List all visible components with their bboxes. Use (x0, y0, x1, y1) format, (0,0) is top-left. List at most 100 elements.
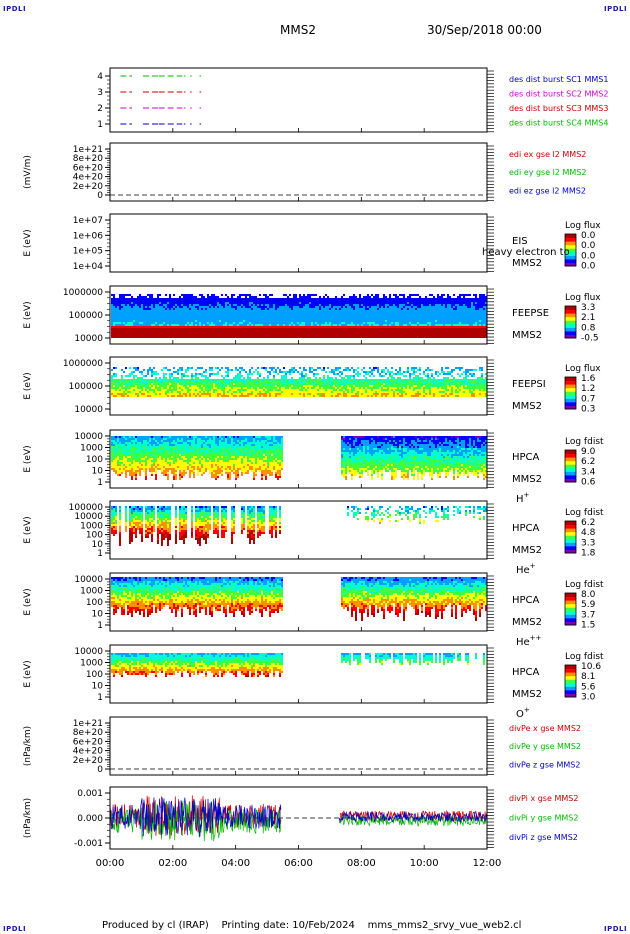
heat-cell (135, 302, 137, 304)
heat-cell (437, 308, 439, 310)
heat-cell (285, 324, 287, 326)
heat-cell (137, 381, 139, 383)
heat-cell (485, 336, 487, 338)
heat-cell (137, 336, 139, 338)
heat-cell (309, 334, 311, 336)
heat-cell (229, 300, 231, 302)
heat-cell (183, 334, 185, 336)
heat-cell (183, 294, 185, 296)
heat-cell (413, 316, 415, 318)
heat-cell (243, 324, 245, 326)
heat-cell (123, 387, 125, 389)
heat-cell (477, 308, 479, 310)
heat-cell (353, 312, 355, 314)
heat-cell (391, 300, 393, 302)
heat-cell (369, 302, 371, 304)
heat-cell (149, 393, 151, 395)
heat-cell (331, 312, 333, 314)
heat-cell (421, 302, 423, 304)
heat-cell (149, 334, 151, 336)
heat-cell (339, 300, 341, 302)
heat-cell (291, 330, 293, 332)
heat-cell (185, 310, 187, 312)
heat-cell (467, 324, 469, 326)
heat-cell (453, 314, 455, 316)
heat-cell (265, 320, 267, 322)
heat-cell (205, 316, 207, 318)
heat-cell (227, 326, 229, 328)
heat-cell (485, 300, 487, 302)
heat-cell (421, 298, 423, 300)
heat-cell (387, 330, 389, 332)
heat-cell (147, 294, 149, 296)
heat-cell (379, 324, 381, 326)
heat-cell (145, 330, 147, 332)
heat-cell (369, 320, 371, 322)
heat-cell (151, 387, 153, 389)
heat-cell (261, 326, 263, 328)
heat-cell (339, 336, 341, 338)
heat-cell (215, 318, 217, 320)
heat-cell (281, 328, 283, 330)
heat-cell (389, 336, 391, 338)
heat-cell (111, 300, 113, 302)
heat-cell (429, 334, 431, 336)
instrument-label: EIS (512, 236, 528, 247)
spacecraft-title: MMS2 (280, 23, 316, 37)
heat-cell (405, 324, 407, 326)
heat-cell (167, 298, 169, 300)
heat-cell (427, 324, 429, 326)
heat-cell (191, 332, 193, 334)
heat-cell (461, 314, 463, 316)
heat-cell (287, 320, 289, 322)
heat-cell (321, 300, 323, 302)
heat-cell (151, 306, 153, 308)
heat-cell (417, 318, 419, 320)
heat-cell (169, 296, 171, 298)
heat-cell (483, 294, 485, 296)
heat-cell (229, 391, 231, 393)
heat-cell (443, 328, 445, 330)
heat-cell (191, 324, 193, 326)
heat-cell (287, 332, 289, 334)
heat-cell (377, 326, 379, 328)
heat-cell (253, 308, 255, 310)
heat-cell (111, 385, 113, 387)
heat-cell (469, 310, 471, 312)
heat-cell (325, 322, 327, 324)
heat-cell (341, 318, 343, 320)
colorbar-tick-label: -0.5 (581, 333, 599, 343)
heat-cell (421, 326, 423, 328)
heat-cell (283, 316, 285, 318)
heat-cell (293, 308, 295, 310)
heat-cell (289, 310, 291, 312)
heat-cell (149, 306, 151, 308)
heat-cell (425, 320, 427, 322)
heat-cell (177, 385, 179, 387)
heat-cell (441, 300, 443, 302)
heat-cell (303, 316, 305, 318)
heat-cell (483, 298, 485, 300)
heat-cell (163, 302, 165, 304)
heat-cell (361, 322, 363, 324)
heat-cell (411, 300, 413, 302)
heat-cell (359, 314, 361, 316)
heat-cell (311, 320, 313, 322)
heat-cell (425, 322, 427, 324)
heat-cell (189, 322, 191, 324)
heat-cell (255, 296, 257, 298)
heat-cell (345, 330, 347, 332)
heat-cell (463, 298, 465, 300)
heat-cell (247, 312, 249, 314)
colorbar-title: Log flux (565, 293, 601, 303)
heat-cell (159, 395, 161, 397)
heat-cell (277, 332, 279, 334)
heat-cell (157, 332, 159, 334)
heat-cell (481, 308, 483, 310)
heat-cell (143, 334, 145, 336)
heat-cell (187, 320, 189, 322)
heat-cell (375, 318, 377, 320)
heat-cell (397, 324, 399, 326)
heat-cell (481, 306, 483, 308)
heat-cell (351, 296, 353, 298)
